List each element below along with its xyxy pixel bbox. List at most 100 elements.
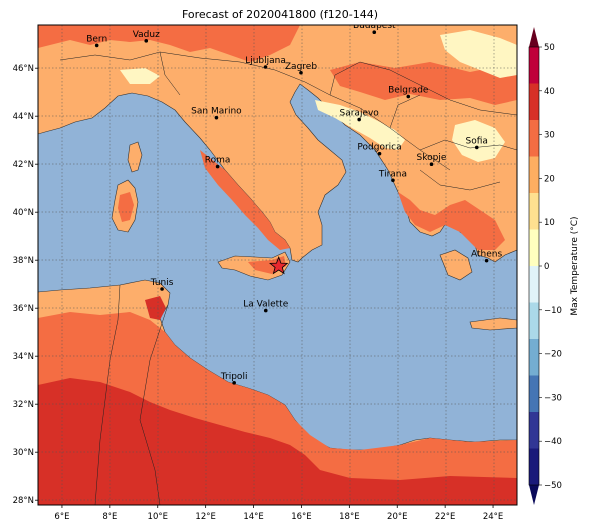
lon-tick-label: 14°E — [243, 512, 263, 522]
city-label: Tripoli — [220, 372, 248, 382]
colorbar-extend-top — [529, 27, 539, 47]
city-label: Zagreb — [285, 62, 317, 72]
colorbar-band — [529, 156, 539, 194]
city-label: Bern — [86, 34, 107, 44]
colorbar-band — [529, 302, 539, 340]
city-dot — [357, 117, 361, 122]
colorbar-band — [529, 412, 539, 449]
city-dot — [144, 39, 149, 43]
colorbar-tick-label: 40 — [544, 87, 555, 97]
colorbar-band — [529, 229, 539, 267]
city-label: Tunis — [150, 278, 174, 288]
lon-tick-label: 12°E — [195, 512, 215, 522]
city-dot — [429, 162, 434, 166]
colorbar-tick-label: 30 — [544, 131, 555, 141]
colorbar-tick-label: 10 — [544, 218, 555, 228]
city-label: La Valette — [243, 300, 288, 310]
map-title: Forecast of 2020041800 (f120-144) — [182, 8, 378, 21]
land-crete — [469, 317, 517, 331]
city-label: Sofia — [466, 136, 488, 146]
temp-zone-0-10-bulgaria — [452, 120, 505, 162]
colorbar-band — [529, 339, 539, 376]
city-label: Sarajevo — [340, 109, 380, 119]
lat-tick-label: 36°N — [13, 304, 34, 314]
lon-tick-label: 24°E — [483, 512, 503, 522]
map-frame — [37, 24, 518, 506]
city-dot — [215, 164, 220, 169]
city-label: Ljubljana — [245, 56, 286, 66]
lat-tick-label: 40°N — [13, 208, 34, 218]
colorbar-tick-label: −20 — [544, 350, 562, 360]
temp-zone-30-40-tunisia — [145, 296, 166, 320]
country-borders — [59, 51, 517, 505]
lon-tick-label: 20°E — [387, 512, 407, 522]
longitude-ticks: 6°E 8°E 10°E 12°E 14°E 16°E 18°E 20°E 22°E 24°E — [54, 505, 503, 522]
colorbar-tick-label: −50 — [544, 481, 562, 491]
star-marker-icon — [269, 256, 289, 275]
colorbar-label: Max Temperature (°C) — [570, 216, 580, 315]
colorbar: 50 40 30 20 10 0 −10 −20 −30 −40 −50 — [528, 27, 562, 505]
colorbar-band — [529, 448, 539, 486]
lon-tick-label: 10°E — [148, 512, 168, 522]
lat-tick-label: 30°N — [13, 448, 34, 458]
colorbar-tick-label: 20 — [544, 174, 555, 184]
lat-tick-label: 38°N — [13, 256, 34, 266]
lon-tick-label: 16°E — [291, 512, 311, 522]
city-dot — [160, 287, 164, 291]
city-dot — [474, 145, 479, 150]
colorbar-band — [529, 47, 539, 84]
city-dot — [263, 308, 268, 313]
colorbar-extend-bottom — [529, 485, 539, 505]
lon-tick-label: 18°E — [339, 512, 359, 522]
temp-zone-20-30-sardinia — [118, 192, 134, 222]
land-corsica — [127, 141, 143, 173]
temp-zone-20-30-greece — [398, 192, 505, 250]
colorbar-band — [529, 193, 539, 230]
colorbar-tick-label: −40 — [544, 437, 562, 447]
temp-zone-0-10-dinarics — [315, 100, 405, 150]
lat-tick-label: 34°N — [13, 352, 34, 362]
temp-zone-0-10-carpathians — [440, 30, 517, 78]
colorbar-tick-label: 0 — [544, 262, 549, 272]
city-dot — [406, 94, 411, 99]
temp-zone-20-30-balkans — [330, 62, 517, 105]
city-label: Podgorica — [357, 143, 401, 153]
city-label: Vaduz — [133, 30, 160, 40]
colorbar-band — [529, 375, 539, 413]
city-dot — [232, 381, 236, 385]
city-dot — [377, 151, 382, 156]
city-dot — [214, 115, 219, 120]
lon-tick-label: 6°E — [54, 512, 69, 522]
colorbar-band — [529, 83, 539, 121]
city-label: Tirana — [378, 169, 407, 179]
land-peloponnese — [439, 249, 473, 281]
city-label: Budapest — [353, 21, 396, 31]
city-label: Roma — [205, 156, 231, 166]
colorbar-tick-label: −10 — [544, 306, 562, 316]
colorbar-tick-label: 50 — [544, 43, 555, 53]
city-dot — [94, 43, 99, 48]
city-dot — [299, 70, 303, 75]
graticule — [38, 25, 517, 505]
lon-tick-label: 8°E — [102, 512, 117, 522]
lat-tick-label: 32°N — [13, 400, 34, 410]
city-dot — [484, 258, 489, 263]
temp-zone-0-10-alps — [120, 68, 160, 84]
city-label: Belgrade — [388, 86, 429, 96]
temp-zone-20-30-italy — [200, 150, 290, 250]
lon-tick-label: 22°E — [435, 512, 455, 522]
city-label: Skopje — [417, 153, 447, 163]
city-dot — [391, 178, 395, 183]
colorbar-band — [529, 266, 539, 303]
temp-zone-20-30-north — [38, 25, 300, 62]
city-label: Athens — [471, 250, 502, 260]
lat-tick-label: 28°N — [13, 496, 34, 506]
colorbar-band — [529, 120, 539, 157]
marker-layer — [269, 256, 289, 275]
lat-tick-label: 46°N — [13, 64, 34, 74]
lat-tick-label: 44°N — [13, 112, 34, 122]
latitude-ticks: 28°N 30°N 32°N 34°N 36°N 38°N 40°N 42°N 44°N 46°N — [13, 64, 38, 506]
